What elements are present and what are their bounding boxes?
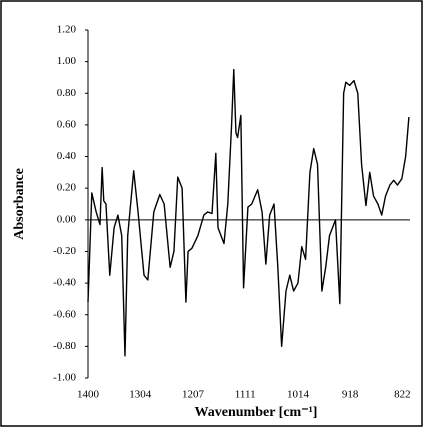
x-tick-label: 1400 [77,389,100,401]
y-tick-label: 0.80 [57,87,77,99]
x-tick-label: 1304 [129,389,152,401]
data-line [87,68,410,357]
x-tick-label: 1111 [235,389,256,401]
y-tick-label: 1.00 [57,55,77,67]
y-tick-label: -1.00 [53,372,76,384]
y-tick-label: -0.40 [53,277,76,289]
x-axis-title: Wavenumber [cm⁻¹] [195,405,318,420]
y-tick-label: 0.00 [57,213,77,225]
y-tick-label: -0.20 [53,245,76,257]
y-tick-label: 0.60 [57,118,77,130]
x-tick-label: 1207 [182,389,205,401]
y-tick-label: 0.40 [57,150,77,162]
y-tick-label: 1.20 [57,24,77,36]
x-tick-label: 1014 [287,389,310,401]
y-tick-label: -0.60 [53,308,76,320]
x-tick-label: 822 [394,389,411,401]
y-tick-label: 0.20 [57,182,77,194]
x-tick-label: 918 [342,389,359,401]
y-axis-title: Absorbance [12,168,27,240]
y-tick-label: -0.80 [53,340,76,352]
